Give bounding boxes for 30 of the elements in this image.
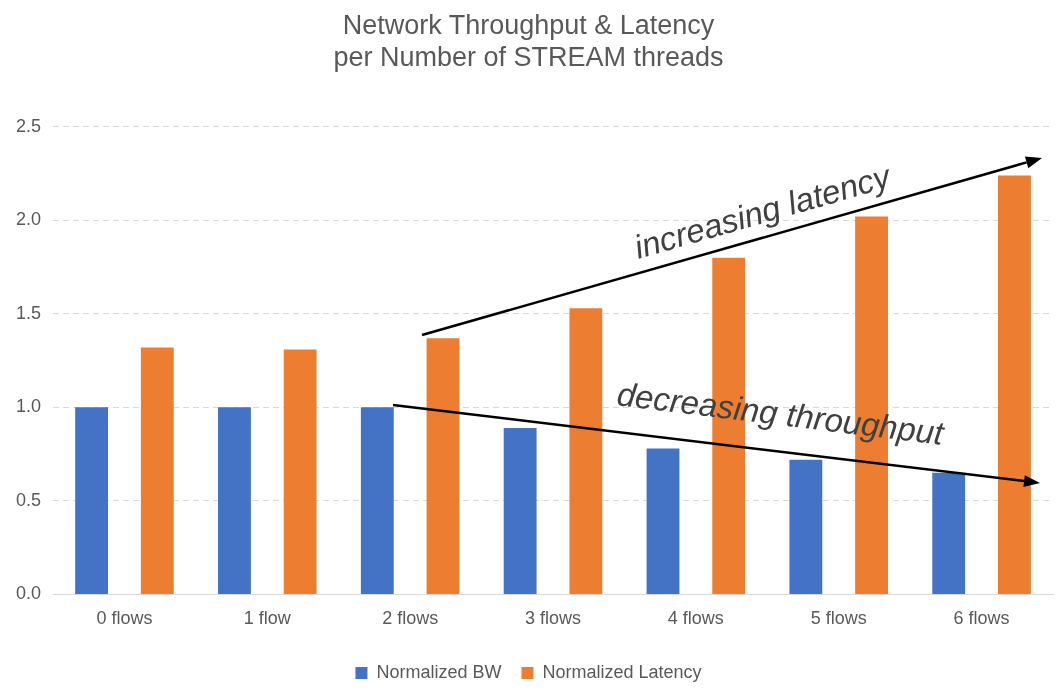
y-tick-label: 1.5 [15,302,42,323]
bar [140,347,174,594]
x-tick-label: 6 flows [953,608,1010,629]
x-tick-label: 3 flows [525,608,582,629]
y-tick-label: 1.0 [15,396,42,417]
bar [569,308,603,594]
x-tick-label: 1 flow [243,608,292,629]
annotation: decreasing throughput [614,375,946,453]
x-tick-label: 5 flows [810,608,867,629]
bar [360,407,394,594]
y-tick-label: 2.0 [15,209,42,230]
bar [646,448,680,594]
legend-label: Normalized Latency [542,661,702,682]
bar [998,175,1031,594]
text: per Number of STREAM threads [333,42,724,73]
bar [932,472,966,594]
x-tick-label: 0 flows [96,608,153,629]
bar [503,427,537,594]
y-tick-label: 0.0 [15,583,42,604]
bar [426,338,460,594]
bar [789,459,823,594]
bar [218,407,251,594]
y-tick-label: 2.5 [15,115,42,136]
y-tick-label: 0.5 [15,489,42,510]
legend-label: Normalized BW [376,661,502,682]
bar [283,349,317,594]
x-tick-label: 2 flows [382,608,439,629]
x-tick-label: 4 flows [667,608,724,629]
bar [75,407,109,594]
text: Network Throughput & Latency [342,9,715,40]
